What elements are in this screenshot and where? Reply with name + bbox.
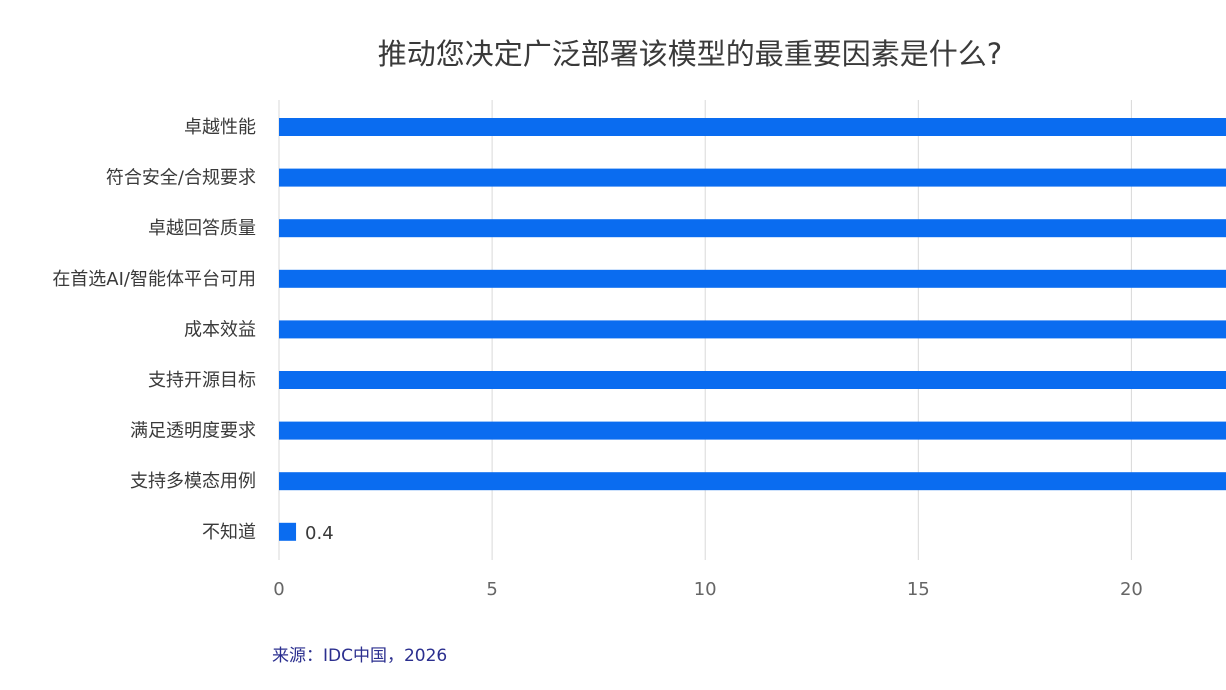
category-label: 支持多模态用例 [130,471,256,492]
category-label: 符合安全/合规要求 [106,168,256,189]
bar [279,371,1226,389]
bar [279,472,1226,491]
x-tick-label: 5 [486,579,497,600]
bars [279,118,1226,541]
bar [279,168,1226,187]
category-label: 卓越回答质量 [148,218,256,239]
category-label: 满足透明度要求 [130,421,256,442]
category-label: 卓越性能 [184,117,256,138]
category-label: 不知道 [202,522,256,543]
category-label: 支持开源目标 [148,370,256,391]
x-tick-label: 15 [907,579,930,600]
bar [279,269,1226,288]
bar [279,118,1226,136]
x-tick-label: 0 [273,579,284,600]
bar [279,421,1226,440]
bar [279,522,297,541]
data-label: 0.4 [305,523,334,544]
bar [279,320,1226,339]
bar [279,219,1226,238]
labels: 05101520卓越性能符合安全/合规要求4卓越回答质量38.9在首选AI/智能… [52,117,1143,600]
x-tick-label: 20 [1120,579,1143,600]
category-label: 在首选AI/智能体平台可用 [52,269,256,290]
chart-title: 推动您决定广泛部署该模型的最重要因素是什么? [378,37,1002,71]
source-note: 来源：IDC中国，2026 [272,646,447,666]
x-tick-label: 10 [694,579,717,600]
category-label: 成本效益 [184,319,256,340]
